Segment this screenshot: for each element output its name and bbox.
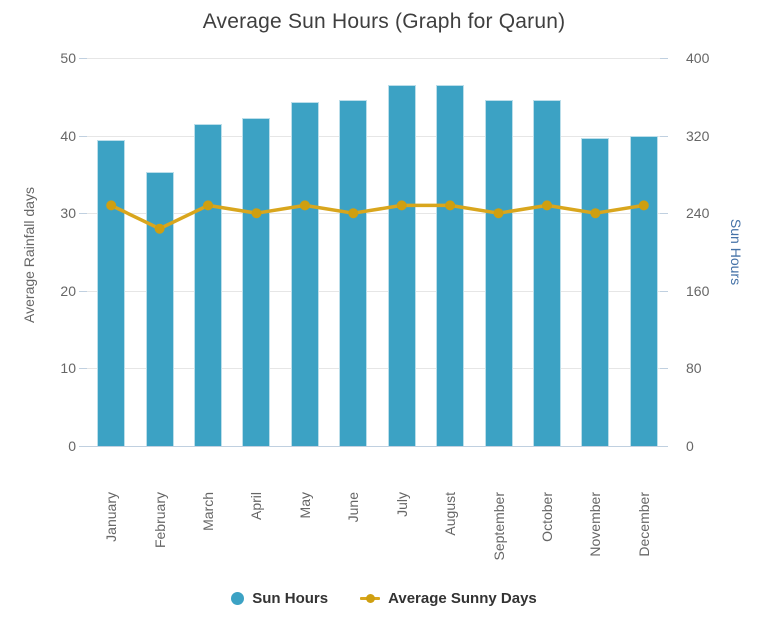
bar-november[interactable] [581,137,610,446]
tick-mark-right-320 [660,135,668,137]
sunny-days-point-september[interactable] [493,208,504,219]
sunny-days-point-march[interactable] [203,200,213,211]
y-right-tick-label-80: 80 [686,360,702,377]
tick-mark-right-240 [660,213,668,215]
x-axis-label-december: December [635,492,652,557]
x-axis-label-june: June [345,492,362,523]
y-left-tick-label-40: 40 [60,127,76,144]
y-right-tick-label-320: 320 [686,127,710,144]
y-left-tick-label-20: 20 [60,282,76,299]
sunny-days-point-november[interactable] [590,208,601,219]
sunny-days-point-february[interactable] [154,223,165,234]
sunny-days-point-june[interactable] [348,208,359,219]
y-left-tick-label-0: 0 [68,438,76,454]
x-axis-label-august: August [442,492,459,536]
y-left-tick-label-10: 10 [60,360,76,377]
bar-october[interactable] [532,99,561,446]
bar-september[interactable] [484,99,513,446]
bar-may[interactable] [290,101,319,446]
y-right-tick-label-160: 160 [686,282,710,299]
sunny-days-point-may[interactable] [299,200,310,211]
bar-february[interactable] [145,171,174,446]
x-axis-label-may: May [296,492,313,519]
x-axis-label-march: March [200,492,217,531]
bar-december[interactable] [629,135,658,446]
gridline-50 [87,58,668,59]
gridline-30 [87,213,668,215]
gridline-10 [87,368,668,370]
tick-mark-left-10 [79,368,87,370]
sun-hours-legend-marker-icon [231,592,245,605]
sunny-days-point-april[interactable] [251,208,262,219]
bar-july[interactable] [387,85,416,446]
legend-item-average-sunny-days[interactable]: Average Sunny Days [360,590,537,607]
tick-mark-left-50 [79,58,87,59]
legend-label-sun-hours: Sun Hours [252,590,329,607]
bar-march[interactable] [194,123,223,446]
tick-mark-right-400 [660,58,668,59]
tick-mark-left-30 [79,213,87,215]
y-axis-left-title: Average Rainfall days [21,187,37,323]
tick-mark-left-40 [79,135,87,137]
chart-title: Average Sun Hours (Graph for Qarun) [202,10,566,33]
bar-june[interactable] [339,99,368,446]
sunny-days-point-october[interactable] [542,200,552,211]
x-axis-label-april: April [248,492,265,521]
tick-mark-right-0 [660,446,668,447]
x-axis-label-november: November [587,492,604,557]
tick-mark-left-0 [79,446,87,447]
sunny-days-point-august[interactable] [445,200,456,211]
gridline-40 [87,135,668,137]
x-axis-label-january: January [103,492,120,542]
y-right-tick-label-400: 400 [686,50,710,66]
y-axis-right-title: Sun Hours [728,218,744,286]
tick-mark-right-80 [660,368,668,370]
tick-mark-left-20 [79,290,87,292]
x-axis-label-february: February [151,492,168,549]
legend-item-sun-hours[interactable]: Sun Hours [231,590,328,607]
legend-label-average-sunny-days: Average Sunny Days [388,590,537,607]
y-right-tick-label-240: 240 [686,205,710,222]
y-right-tick-label-0: 0 [686,438,694,454]
tick-mark-right-160 [660,290,668,292]
bar-april[interactable] [242,118,271,446]
bar-august[interactable] [436,85,465,446]
y-left-tick-label-50: 50 [60,50,76,66]
plot-area [87,58,668,447]
gridline-20 [87,290,668,292]
sunny-days-point-january[interactable] [106,200,117,211]
sunny-days-point-july[interactable] [396,200,407,211]
sunny-days-legend-marker-icon [360,592,381,605]
legend: Sun Hours Average Sunny Days [0,590,768,607]
x-axis-label-july: July [393,492,410,517]
x-axis-label-october: October [538,492,555,542]
y-left-tick-label-30: 30 [60,205,76,222]
sunny-days-point-december[interactable] [638,200,649,211]
bar-january[interactable] [97,140,126,446]
x-axis-label-september: September [490,492,507,561]
sunny-days-line [110,203,645,231]
